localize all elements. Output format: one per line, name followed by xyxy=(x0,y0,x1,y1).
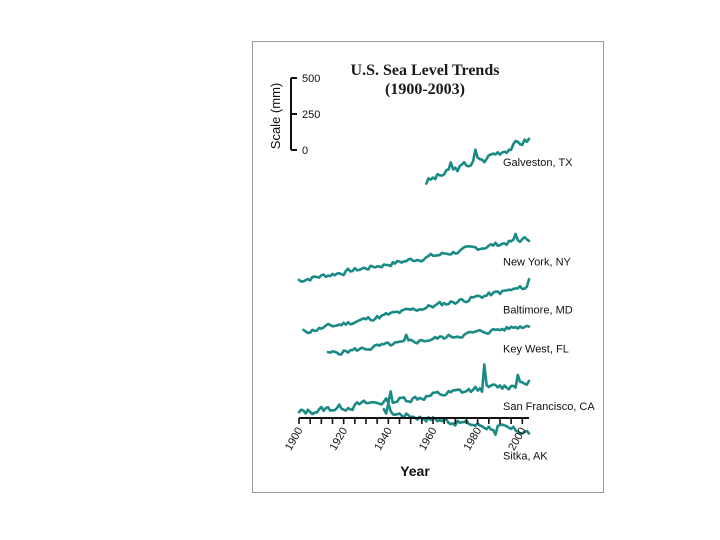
scale-title: Scale (mm) xyxy=(268,83,283,149)
series-line-3 xyxy=(326,324,531,356)
series-line-1 xyxy=(297,232,531,283)
x-tick-label: 1980 xyxy=(462,426,485,453)
scale-tick-label: 250 xyxy=(302,109,320,121)
x-tick-label: 1920 xyxy=(328,426,351,453)
series-line-0 xyxy=(425,137,531,185)
chart-title: U.S. Sea Level Trends xyxy=(351,62,500,79)
series-label-5: Sitka, AK xyxy=(503,450,548,462)
x-axis: 1900 1920 1940 1960 1980 2000 xyxy=(283,417,529,453)
series-label-0: Galveston, TX xyxy=(503,157,573,169)
chart-panel: U.S. Sea Level Trends (1900-2003) Scale … xyxy=(252,41,604,493)
series-line-4 xyxy=(297,363,531,416)
series-label-1: New York, NY xyxy=(503,257,572,269)
x-tick-label: 1960 xyxy=(417,426,440,453)
series-label-4: San Francisco, CA xyxy=(503,401,595,413)
chart-subtitle: (1900-2003) xyxy=(385,81,465,98)
series-group: Galveston, TX New York, NY Baltimore, MD Ke… xyxy=(297,137,595,462)
x-tick-label: 1940 xyxy=(372,426,395,453)
scale-bar: Scale (mm) 500 250 0 xyxy=(268,73,320,157)
x-tick-label: 1900 xyxy=(283,426,306,453)
x-axis-title: Year xyxy=(400,463,430,479)
series-line-2 xyxy=(302,277,531,335)
scale-tick-label: 500 xyxy=(302,73,320,85)
series-label-3: Key West, FL xyxy=(503,343,569,355)
scale-tick-label: 0 xyxy=(302,145,308,157)
sea-level-chart: U.S. Sea Level Trends (1900-2003) Scale … xyxy=(268,62,595,479)
series-label-2: Baltimore, MD xyxy=(503,305,573,317)
series-line-5 xyxy=(382,402,531,436)
